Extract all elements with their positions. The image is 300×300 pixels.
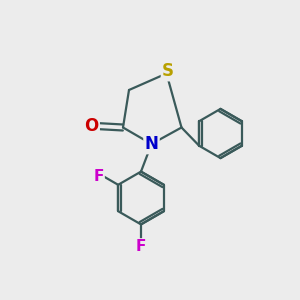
Text: S: S — [162, 62, 174, 80]
Text: F: F — [136, 239, 146, 254]
Text: N: N — [145, 135, 158, 153]
Text: F: F — [93, 169, 103, 184]
Text: O: O — [84, 117, 99, 135]
